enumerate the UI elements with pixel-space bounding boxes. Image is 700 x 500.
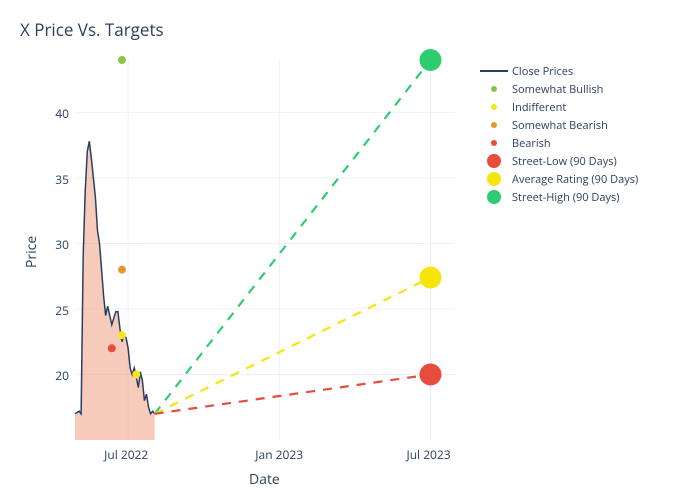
- legend-label: Average Rating (90 Days): [512, 172, 638, 187]
- legend-item[interactable]: Street-High (90 Days): [480, 188, 638, 206]
- x-tick-label: Jan 2023: [255, 446, 303, 463]
- legend-dot-icon: [491, 104, 497, 110]
- y-tick-label: 40: [55, 105, 69, 122]
- legend-item[interactable]: Bearish: [480, 134, 638, 152]
- y-tick-label: 25: [55, 302, 69, 319]
- legend-dot-icon: [487, 172, 501, 186]
- legend-label: Close Prices: [512, 64, 573, 79]
- street-high-marker[interactable]: [419, 49, 441, 71]
- legend-label: Somewhat Bullish: [512, 82, 603, 97]
- legend-label: Indifferent: [512, 100, 566, 115]
- chart-legend: Close Prices Somewhat Bullish Indifferent S…: [480, 62, 638, 206]
- somewhat-bearish-pt-marker[interactable]: [118, 266, 126, 274]
- street-high-line: [155, 60, 431, 414]
- street-low-line: [155, 374, 431, 413]
- legend-label: Bearish: [512, 136, 551, 151]
- legend-dot-icon: [491, 86, 497, 92]
- street-low-marker[interactable]: [419, 363, 441, 385]
- legend-item[interactable]: Indifferent: [480, 98, 638, 116]
- bearish-pt-marker[interactable]: [108, 344, 116, 352]
- indifferent-pt-2-marker[interactable]: [132, 370, 140, 378]
- legend-dot-icon: [491, 122, 497, 128]
- legend-label: Somewhat Bearish: [512, 118, 608, 133]
- legend-item[interactable]: Close Prices: [480, 62, 638, 80]
- legend-label: Street-High (90 Days): [512, 190, 620, 205]
- legend-item[interactable]: Somewhat Bearish: [480, 116, 638, 134]
- legend-dot-icon: [491, 140, 497, 146]
- somewhat-bullish-pt-marker[interactable]: [118, 56, 126, 64]
- y-tick-label: 30: [55, 236, 69, 253]
- legend-dot-icon: [487, 190, 501, 204]
- legend-item[interactable]: Street-Low (90 Days): [480, 152, 638, 170]
- indifferent-pt-1-marker[interactable]: [118, 331, 126, 339]
- x-tick-label: Jul 2023: [406, 446, 450, 463]
- legend-label: Street-Low (90 Days): [512, 154, 617, 169]
- x-tick-label: Jul 2022: [104, 446, 148, 463]
- legend-line-icon: [480, 70, 508, 72]
- legend-dot-icon: [487, 154, 501, 168]
- legend-item[interactable]: Average Rating (90 Days): [480, 170, 638, 188]
- y-tick-label: 20: [55, 367, 69, 384]
- average-rating-marker[interactable]: [419, 267, 441, 289]
- y-tick-label: 35: [55, 171, 69, 188]
- legend-item[interactable]: Somewhat Bullish: [480, 80, 638, 98]
- close-prices-area: [75, 141, 155, 440]
